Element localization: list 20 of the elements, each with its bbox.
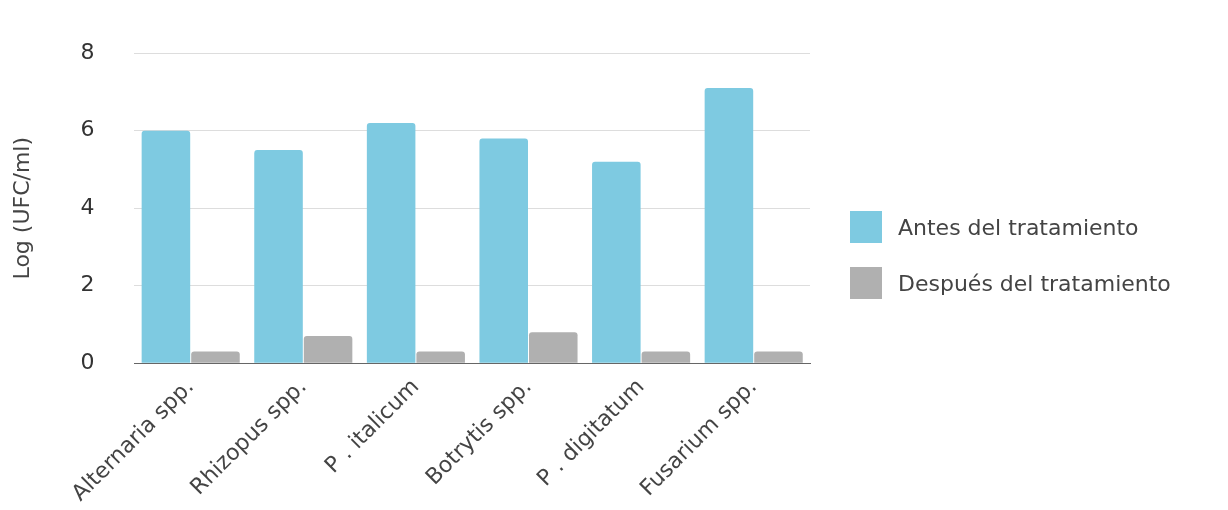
y-tick-label: 8 — [80, 38, 95, 64]
bar — [254, 150, 303, 363]
bar — [641, 351, 691, 363]
bar — [704, 88, 754, 363]
bar — [592, 161, 641, 363]
bar — [528, 332, 578, 363]
y-axis-title: Log (UFC/ml) — [8, 136, 34, 280]
bar — [303, 336, 353, 363]
bar — [191, 351, 240, 363]
bar — [754, 351, 803, 363]
y-tick-label: 4 — [80, 193, 95, 219]
legend-label: Después del tratamiento — [898, 270, 1171, 296]
legend-label: Antes del tratamiento — [898, 214, 1139, 240]
bar — [366, 122, 416, 363]
y-tick-label: 2 — [80, 271, 95, 297]
y-tick-label: 6 — [80, 116, 95, 142]
bar — [141, 130, 191, 363]
y-tick-label: 0 — [80, 348, 95, 374]
bar — [416, 351, 465, 363]
bar — [479, 138, 528, 363]
